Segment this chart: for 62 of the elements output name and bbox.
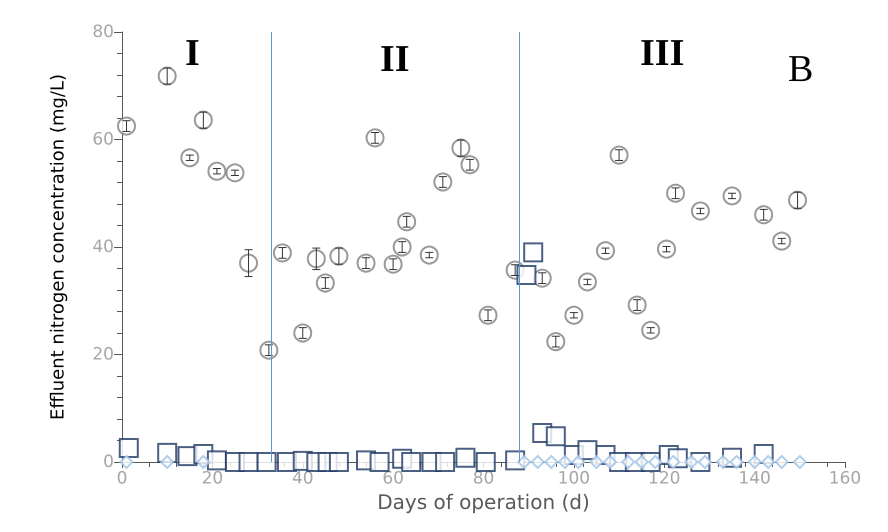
point: [206, 450, 227, 470]
x-tick-label: 0: [116, 468, 128, 488]
y-tick-label: 0: [103, 452, 114, 472]
point: [578, 272, 597, 292]
point: [772, 232, 792, 251]
point: [523, 242, 544, 262]
point: [564, 306, 584, 325]
annotation: II: [380, 38, 410, 80]
point: [641, 320, 660, 340]
point: [774, 455, 789, 469]
x-tick-label: 120: [648, 468, 680, 488]
point: [196, 455, 210, 469]
point: [435, 452, 456, 472]
y-tick-label: 80: [92, 22, 114, 42]
point: [238, 452, 259, 472]
point: [792, 455, 807, 469]
point: [476, 452, 496, 472]
point: [761, 455, 776, 469]
point: [657, 240, 676, 259]
point: [722, 186, 742, 206]
x-axis-title: Days of operation (d): [377, 490, 590, 514]
x-tick-label: 140: [738, 468, 771, 488]
point: [716, 455, 730, 469]
point: [558, 455, 572, 469]
point: [118, 438, 139, 458]
x-tick-label: 40: [292, 468, 314, 488]
point: [306, 249, 326, 268]
point: [420, 246, 439, 265]
y-axis-title: Effluent nitrogen concentration (mg/L): [48, 74, 68, 420]
point: [530, 455, 545, 469]
point: [516, 264, 536, 285]
point: [117, 116, 136, 136]
point: [120, 455, 134, 469]
point: [684, 455, 698, 469]
point: [370, 452, 390, 472]
point: [239, 254, 258, 273]
point: [690, 201, 710, 220]
point: [207, 162, 226, 181]
point: [589, 455, 604, 469]
point: [748, 455, 762, 469]
point: [256, 452, 277, 472]
point: [544, 455, 558, 469]
annotation: B: [788, 48, 814, 90]
y-tick-label: 20: [92, 344, 114, 364]
x-tick-label: 100: [558, 468, 590, 488]
annotation: III: [640, 32, 684, 74]
x-tick-label: 80: [472, 468, 494, 488]
x-tick-label: 20: [202, 468, 224, 488]
point: [180, 148, 200, 168]
point: [225, 163, 244, 182]
x-tick-label: 60: [382, 468, 404, 488]
y-tick-label: 40: [92, 237, 114, 257]
point: [546, 426, 566, 446]
point: [596, 241, 616, 260]
annotation: I: [185, 32, 200, 74]
x-tick-label: 160: [828, 468, 862, 488]
point: [517, 455, 532, 469]
point: [401, 452, 422, 472]
point: [455, 448, 476, 468]
y-tick-label: 60: [92, 130, 114, 150]
point: [328, 452, 349, 472]
point: [160, 455, 174, 469]
